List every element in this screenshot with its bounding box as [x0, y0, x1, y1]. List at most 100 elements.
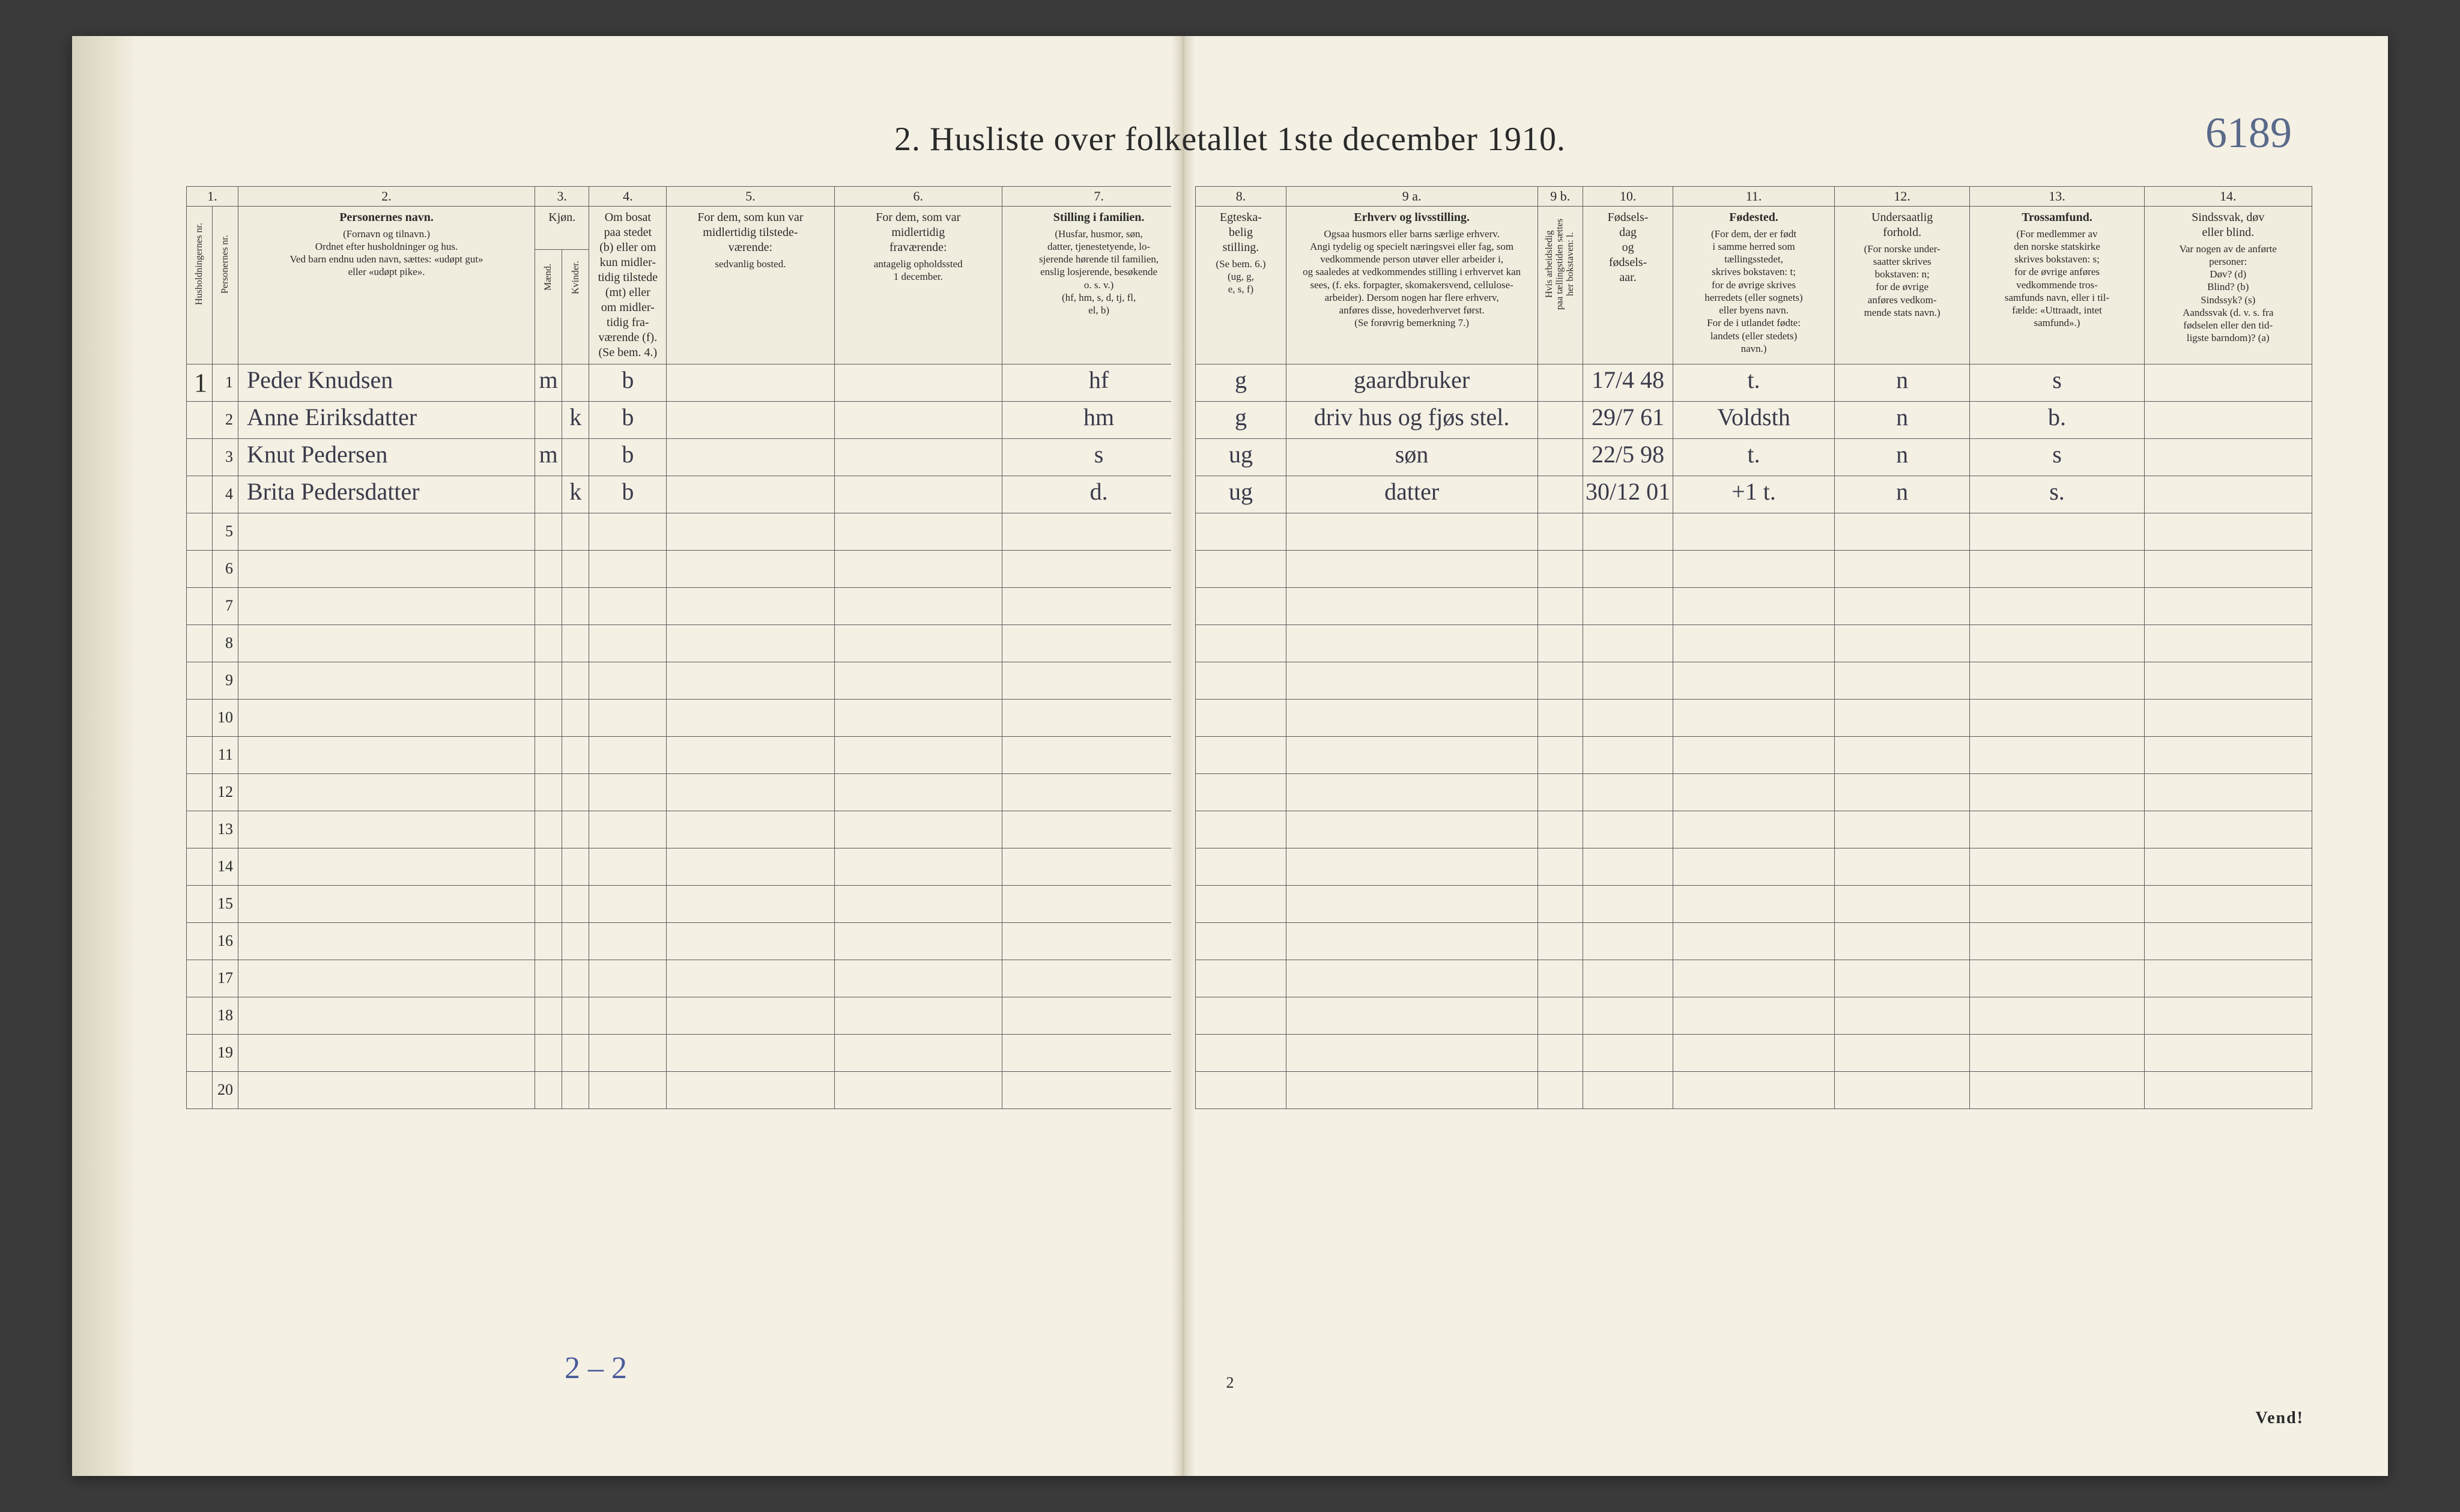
cell: hf [1002, 364, 1195, 401]
page-title: 2. Husliste over folketallet 1ste decemb… [72, 120, 2388, 159]
cell [1538, 438, 1583, 476]
cell [1002, 997, 1195, 1034]
cell [1970, 997, 2144, 1034]
cell [667, 773, 834, 811]
cell [2144, 997, 2312, 1034]
cell [1538, 587, 1583, 624]
col5-header: For dem, som kun var midlertidig tilsted… [667, 206, 834, 364]
cell [1196, 885, 1286, 922]
cell: 10 [212, 699, 238, 736]
cell [1538, 811, 1583, 848]
cell [834, 364, 1002, 401]
cell [1538, 401, 1583, 438]
cell [667, 401, 834, 438]
cell [667, 550, 834, 587]
cell [1196, 513, 1286, 550]
col3k-header: Kvinder. [562, 249, 589, 364]
cell [562, 848, 589, 885]
cell [667, 1071, 834, 1108]
cell [1834, 1034, 1970, 1071]
cell [2144, 438, 2312, 476]
cell [2144, 364, 2312, 401]
cell [535, 848, 562, 885]
colnum-1: 1. [187, 187, 238, 207]
cell [2144, 550, 2312, 587]
table-row: 17 [187, 960, 2312, 997]
cell: ug [1196, 476, 1286, 513]
cell: 1 [187, 364, 213, 401]
cell [667, 364, 834, 401]
cell [1970, 811, 2144, 848]
cell [667, 624, 834, 662]
cell [1286, 848, 1538, 885]
cell [562, 699, 589, 736]
cell [1196, 587, 1286, 624]
cell [589, 662, 667, 699]
cell [1196, 922, 1286, 960]
cell [535, 550, 562, 587]
cell: 29/7 61 [1583, 401, 1673, 438]
cell [1538, 364, 1583, 401]
cell [834, 513, 1002, 550]
cell: s [1002, 438, 1195, 476]
colnum-4: 4. [589, 187, 667, 207]
cell [1002, 960, 1195, 997]
footer-tally: 2 – 2 [565, 1350, 627, 1386]
cell [1002, 922, 1195, 960]
table-row: 18 [187, 997, 2312, 1034]
cell [1583, 885, 1673, 922]
cell: hm [1002, 401, 1195, 438]
cell: s [1970, 364, 2144, 401]
cell [1196, 811, 1286, 848]
cell [1286, 736, 1538, 773]
cell [1196, 773, 1286, 811]
cell [834, 662, 1002, 699]
cell [562, 1071, 589, 1108]
cell: 16 [212, 922, 238, 960]
colnum-9b: 9 b. [1538, 187, 1583, 207]
col13-header: Trossamfund. (For medlemmer av den norsk… [1970, 206, 2144, 364]
cell [1538, 848, 1583, 885]
cell [589, 513, 667, 550]
cell [1583, 960, 1673, 997]
cell [589, 624, 667, 662]
cell [1286, 1034, 1538, 1071]
cell [562, 885, 589, 922]
cell [562, 513, 589, 550]
cell: 17 [212, 960, 238, 997]
cell [1196, 699, 1286, 736]
cell [589, 587, 667, 624]
cell [1196, 960, 1286, 997]
cell: 8 [212, 624, 238, 662]
cell [1970, 624, 2144, 662]
cell [1970, 773, 2144, 811]
cell [1583, 736, 1673, 773]
cell [562, 922, 589, 960]
cell: 17/4 48 [1583, 364, 1673, 401]
cell [834, 550, 1002, 587]
cell [1970, 662, 2144, 699]
colnum-9a: 9 a. [1286, 187, 1538, 207]
cell [1970, 699, 2144, 736]
table-row: 5 [187, 513, 2312, 550]
cell: 15 [212, 885, 238, 922]
cell [1002, 773, 1195, 811]
cell [1673, 699, 1835, 736]
cell: b [589, 364, 667, 401]
col7-header: Stilling i familien. (Husfar, husmor, sø… [1002, 206, 1195, 364]
cell: 5 [212, 513, 238, 550]
cell [2144, 848, 2312, 885]
cell [1196, 736, 1286, 773]
cell [667, 885, 834, 922]
cell [834, 736, 1002, 773]
table-row: 4Brita Pedersdatterkbd.ugdatter30/12 01+… [187, 476, 2312, 513]
cell [834, 960, 1002, 997]
cell [535, 773, 562, 811]
cell [187, 476, 213, 513]
cell [238, 587, 535, 624]
cell [2144, 885, 2312, 922]
cell [2144, 401, 2312, 438]
cell: Brita Pedersdatter [238, 476, 535, 513]
table-row: 13 [187, 811, 2312, 848]
cell [187, 997, 213, 1034]
